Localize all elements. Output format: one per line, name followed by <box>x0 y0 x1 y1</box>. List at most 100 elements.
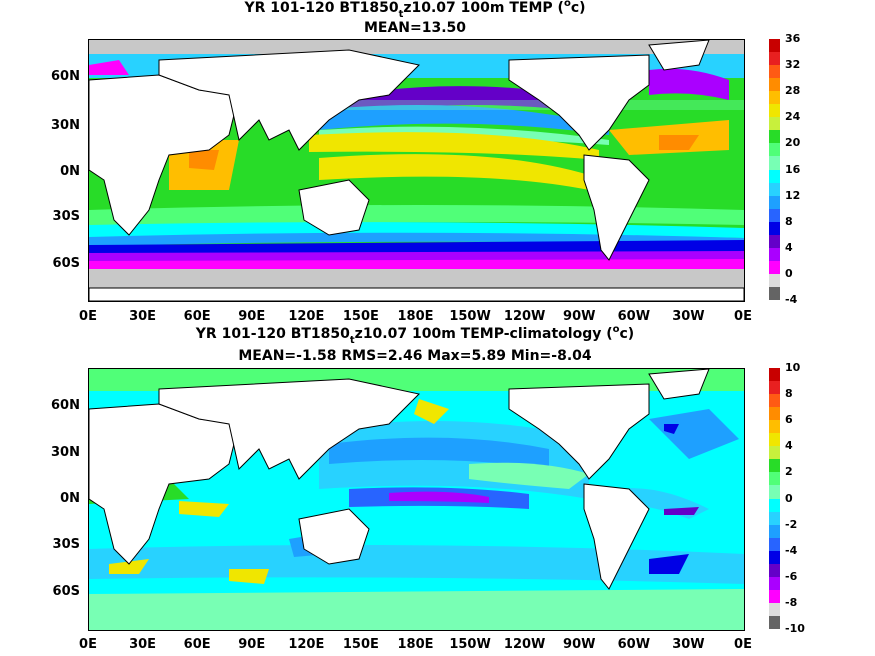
colorbar-segment <box>769 78 780 92</box>
colorbar-tick-label: -4 <box>785 543 798 557</box>
colorbar-segment <box>769 459 780 473</box>
colorbar-tick-label: -2 <box>785 517 798 531</box>
panel1-lon-label: 30W <box>672 309 705 324</box>
panel1-lon-label: 120E <box>288 309 325 324</box>
panel2-lon-label: 90W <box>563 637 596 652</box>
colorbar-segment <box>769 394 780 408</box>
colorbar-segment <box>769 130 780 144</box>
colorbar-tick-label: 32 <box>785 58 801 72</box>
colorbar-segment <box>769 589 780 604</box>
panel2-lon-label: 30W <box>672 637 705 652</box>
colorbar-segment <box>769 208 780 223</box>
colorbar-segment <box>769 433 780 447</box>
panel1-map-svg <box>89 40 744 301</box>
panel2-lon-label: 150W <box>449 637 491 652</box>
panel2-lat-label: 30S <box>52 537 80 552</box>
colorbar-segment <box>769 91 780 105</box>
colorbar-tick-label: 4 <box>785 439 793 453</box>
panel2-lat-label: 30N <box>51 445 80 460</box>
panel1-lon-label: 90E <box>238 309 266 324</box>
colorbar-tick-label: 8 <box>785 387 793 401</box>
colorbar-segment <box>769 156 780 170</box>
panel1-colorbar: 36 32 28 24 20 16 12 8 4 0 -4 <box>769 32 800 306</box>
colorbar-segment <box>769 537 780 552</box>
colorbar-segment <box>769 143 780 157</box>
panel1-lon-label: 30E <box>129 309 157 324</box>
panel2-map <box>88 368 745 631</box>
colorbar-segment <box>769 550 780 565</box>
colorbar-segment <box>769 563 780 578</box>
colorbar-tick-label: 4 <box>785 240 793 254</box>
colorbar-segment <box>769 65 780 79</box>
colorbar-segment <box>769 286 780 301</box>
colorbar-segment <box>769 615 780 630</box>
colorbar-tick-label: -4 <box>785 293 798 306</box>
panel2-lat-label: 0N <box>60 491 80 506</box>
colorbar-segment <box>769 602 780 617</box>
panel1-lat-label: 30N <box>51 118 80 133</box>
panel2-map-svg <box>89 369 744 630</box>
colorbar-segment <box>769 407 780 421</box>
panel1-stats: MEAN=13.50 <box>363 20 467 36</box>
colorbar-segment <box>769 221 780 236</box>
colorbar-tick-label: -8 <box>785 595 798 609</box>
colorbar-tick-label: 2 <box>785 465 793 479</box>
panel1-lon-label: 0E <box>79 309 97 324</box>
panel2-lon-label: 0E <box>79 637 97 652</box>
panel1-lon-label: 0E <box>734 309 752 324</box>
colorbar-segment <box>769 104 780 118</box>
panel2-lon-label: 120W <box>503 637 546 652</box>
panel2-title: YR 101-120 BT1850tz10.07 100m TEMP-clima… <box>195 324 635 346</box>
panel2-lon-label: 30E <box>129 637 157 652</box>
colorbar-tick-label: 12 <box>785 188 801 202</box>
panel2-lon-label: 180E <box>397 637 434 652</box>
colorbar-tick-label: -6 <box>785 569 798 583</box>
panel2-lon-label: 150E <box>342 637 379 652</box>
colorbar-tick-label: 6 <box>785 413 793 427</box>
panel1-map <box>88 39 745 302</box>
colorbar-segment <box>769 52 780 66</box>
panel2-lon-label: 60W <box>617 637 651 652</box>
panel2-lon-label: 0E <box>734 637 752 652</box>
colorbar-segment <box>769 498 780 513</box>
colorbar-segment <box>769 169 780 184</box>
colorbar-segment <box>769 511 780 526</box>
panel1-lon-label: 150W <box>449 309 491 324</box>
colorbar-tick-label: 10 <box>785 361 801 374</box>
colorbar-segment <box>769 420 780 434</box>
colorbar-segment <box>769 368 780 382</box>
colorbar-segment <box>769 247 780 262</box>
colorbar-segment <box>769 195 780 210</box>
colorbar-segment <box>769 524 780 539</box>
panel2-lon-label: 90E <box>238 637 266 652</box>
panel2-lat-label: 60N <box>51 398 80 413</box>
colorbar-segment <box>769 273 780 288</box>
colorbar-segment <box>769 234 780 249</box>
panel1-lon-label: 120W <box>503 309 546 324</box>
panel2-lon-label: 120E <box>288 637 325 652</box>
panel1-lon-label: 60W <box>617 309 651 324</box>
colorbar-tick-label: 0 <box>785 266 793 280</box>
colorbar-tick-label: 20 <box>785 136 801 150</box>
colorbar-tick-label: 0 <box>785 491 793 505</box>
colorbar-tick-label: 24 <box>785 110 801 124</box>
colorbar-segment <box>769 182 780 197</box>
panel1-lat-label: 60N <box>51 69 80 84</box>
colorbar-segment <box>769 446 780 460</box>
panel1-lat-label: 0N <box>60 164 80 179</box>
panel2-lat-label: 60S <box>52 584 80 599</box>
panel2-lon-label: 60E <box>183 637 211 652</box>
colorbar-segment <box>769 381 780 395</box>
colorbar-segment <box>769 260 780 275</box>
colorbar-segment <box>769 485 780 499</box>
colorbar-segment <box>769 39 780 53</box>
panel1-lat-label: 30S <box>52 209 80 224</box>
panel1-lon-label: 90W <box>563 309 596 324</box>
colorbar-segment <box>769 117 780 131</box>
colorbar-tick-label: -10 <box>785 622 805 635</box>
colorbar-tick-label: 8 <box>785 214 793 228</box>
colorbar-tick-label: 36 <box>785 32 801 45</box>
panel1-lat-label: 60S <box>52 256 80 271</box>
panel1-lon-label: 180E <box>397 309 434 324</box>
panel1-title: YR 101-120 BT1850tz10.07 100m TEMP (oc) <box>244 0 586 20</box>
